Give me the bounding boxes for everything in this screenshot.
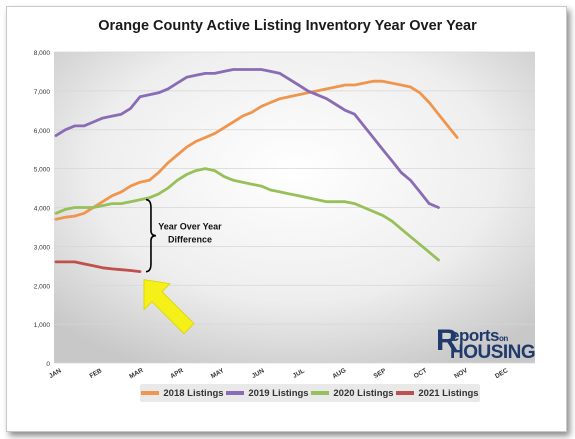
y-tick-label: 6,000 xyxy=(34,128,51,135)
x-tick-label: MAY xyxy=(210,367,226,380)
y-tick-label: 4,000 xyxy=(34,206,51,213)
legend-item-2019: 2019 Listings xyxy=(226,387,309,399)
legend-label-2018: 2018 Listings xyxy=(163,387,224,399)
x-tick-label: JUN xyxy=(251,367,266,380)
legend-swatch-2020 xyxy=(311,391,330,395)
reports-on-housing-logo: R eportson HOUSING xyxy=(436,326,536,364)
x-tick-label: JUL xyxy=(292,368,306,380)
legend-label-2021: 2021 Listings xyxy=(418,387,479,399)
legend-label-2019: 2019 Listings xyxy=(248,387,309,399)
y-tick-label: 7,000 xyxy=(34,89,51,96)
annotation-text: Year Over Year xyxy=(158,222,222,232)
legend: 2018 Listings 2019 Listings 2020 Listing… xyxy=(140,384,480,402)
x-tick-label: MAR xyxy=(128,367,145,381)
logo-initial: R xyxy=(436,324,458,357)
series-line-2021 xyxy=(54,260,142,273)
annotation-text: Difference xyxy=(168,235,212,245)
logo-line2: HOUSING xyxy=(450,342,536,363)
logo-line1-text: eports xyxy=(450,326,499,345)
legend-item-2020: 2020 Listings xyxy=(311,387,394,399)
x-tick-label: APR xyxy=(169,367,185,380)
series-line-2020 xyxy=(54,167,440,262)
logo-line1: eportson xyxy=(450,326,508,346)
pointer-arrow xyxy=(143,279,195,335)
legend-item-2021: 2021 Listings xyxy=(396,387,479,399)
series-line-2019 xyxy=(54,68,440,209)
y-tick-label: 3,000 xyxy=(34,244,51,251)
y-tick-label: 5,000 xyxy=(34,167,51,174)
x-tick-label: DEC xyxy=(494,367,510,380)
legend-item-2018: 2018 Listings xyxy=(141,387,224,399)
y-tick-label: 1,000 xyxy=(34,322,51,329)
legend-label-2020: 2020 Listings xyxy=(333,387,394,399)
y-tick-label: 0 xyxy=(46,361,50,368)
y-tick-label: 2,000 xyxy=(34,283,51,290)
x-tick-label: JAN xyxy=(48,367,63,380)
x-tick-label: SEP xyxy=(373,367,388,380)
x-tick-label: AUG xyxy=(331,367,347,380)
logo-on-text: on xyxy=(498,334,508,343)
x-tick-label: FEB xyxy=(88,367,103,380)
chart-title: Orange County Active Listing Inventory Y… xyxy=(98,18,477,34)
x-tick-label: OCT xyxy=(413,367,428,380)
y-tick-label: 8,000 xyxy=(34,50,51,57)
x-tick-label: NOV xyxy=(453,367,469,380)
series-line-2018 xyxy=(54,79,459,221)
legend-swatch-2018 xyxy=(141,391,160,395)
legend-swatch-2021 xyxy=(396,391,415,395)
legend-swatch-2019 xyxy=(226,391,245,395)
